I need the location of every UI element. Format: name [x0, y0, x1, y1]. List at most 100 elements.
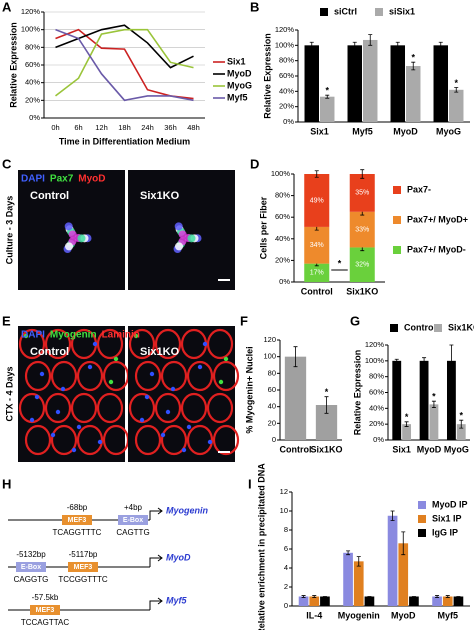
fiber-outline — [44, 392, 72, 424]
significance: * — [411, 53, 415, 63]
x-tick-label: MyoD — [417, 444, 442, 454]
y-tick-label: 2 — [284, 582, 288, 591]
nucleus — [218, 379, 224, 385]
x-tick-label: MyoG — [436, 126, 461, 136]
y-tick-label: 20% — [25, 95, 40, 104]
nucleus — [50, 432, 56, 438]
y-tick-label: 100% — [275, 40, 295, 49]
error-bar — [309, 41, 314, 49]
fiber-outline — [134, 424, 162, 456]
fiber-outline — [160, 424, 188, 456]
bar — [442, 596, 453, 606]
x-tick-label: Six1KO — [310, 444, 342, 454]
x-tick-label: 12h — [95, 123, 108, 132]
error-bar — [312, 595, 317, 598]
tile-label: Six1KO — [140, 346, 180, 358]
bar — [298, 596, 309, 606]
legend-label: MyoG — [227, 80, 252, 90]
y-tick-label: 80% — [275, 191, 290, 200]
nucleus — [149, 371, 155, 377]
x-tick-label: Myf5 — [437, 610, 458, 620]
tss-arrow — [149, 507, 163, 520]
bar — [320, 596, 330, 606]
legend-label: Control — [404, 322, 436, 332]
bar — [432, 596, 442, 606]
y-tick-label: 10 — [280, 506, 288, 515]
error-bar — [360, 169, 365, 179]
bar-segment — [304, 174, 330, 227]
bar — [456, 424, 466, 440]
nucleus — [174, 222, 183, 231]
y-axis-label: Relative enrichment in precipitated DNA — [256, 463, 266, 630]
y-tick-label: 12 — [280, 487, 288, 496]
fiber-outline — [128, 328, 156, 360]
gene-name: Myf5 — [166, 595, 187, 605]
stain-label: Pax7 — [50, 174, 74, 185]
y-tick-label: 60% — [279, 71, 294, 80]
panel-letter: B — [250, 0, 259, 14]
y-tick-label: 120 — [263, 335, 276, 344]
nucleus — [60, 386, 66, 392]
y-tick-label: 80% — [369, 372, 384, 381]
y-tick-label: 20 — [268, 418, 276, 427]
panel-letter: G — [350, 313, 360, 328]
binding-site — [68, 562, 98, 572]
error-bar — [401, 531, 406, 556]
error-bar — [411, 61, 416, 71]
error-bar — [356, 556, 361, 567]
y-axis-label: Cells per Fiber — [258, 196, 268, 259]
tss-arrow — [149, 597, 163, 610]
fiber-outline — [186, 424, 214, 456]
fiber-outline — [24, 424, 52, 456]
site-sequence: CAGGTG — [14, 575, 49, 584]
x-tick-label: 24h — [141, 123, 154, 132]
bar — [387, 515, 398, 606]
nucleus — [77, 234, 86, 243]
legend-swatch — [375, 8, 383, 16]
bar — [409, 596, 419, 606]
error-bar — [404, 421, 409, 427]
bar-segment — [349, 247, 375, 282]
legend-swatch — [320, 8, 328, 16]
error-bar — [431, 400, 436, 408]
x-tick-label: 6h — [74, 123, 82, 132]
fiber-outline — [50, 424, 78, 456]
nucleus — [175, 242, 184, 251]
panel-letter: C — [2, 156, 12, 171]
nucleus — [139, 417, 145, 423]
fiber-outline — [76, 424, 104, 456]
bar — [433, 45, 448, 123]
legend-label: Pax7+/ MyoD+ — [407, 214, 468, 224]
bar — [446, 360, 456, 440]
nucleus — [170, 386, 176, 392]
nucleus — [186, 424, 192, 430]
fiber-outline — [154, 392, 182, 424]
bar — [390, 45, 405, 123]
fiber-outline — [70, 392, 98, 424]
nucleus — [76, 424, 82, 430]
site-sequence: TCCGGTTTC — [58, 575, 108, 584]
y-tick-label: 40% — [275, 234, 290, 243]
error-bar — [352, 41, 357, 49]
legend-label: MyoD — [227, 68, 252, 78]
site-position: -57.5kb — [32, 593, 59, 602]
error-bar — [314, 170, 319, 178]
side-label: CTX - 4 Days — [4, 366, 14, 421]
fiber-outline — [206, 328, 234, 360]
y-tick-label: 0 — [272, 435, 276, 444]
site-type: MEF3 — [68, 517, 87, 524]
error-bar — [293, 346, 298, 368]
stain-label: Myogenin — [50, 330, 97, 341]
binding-site — [16, 562, 46, 572]
value-label: 49% — [310, 197, 324, 204]
x-axis-label: Time in Differentiation Medium — [59, 136, 190, 146]
stain-label: Laminin — [102, 330, 140, 341]
nucleus — [202, 341, 208, 347]
value-label: 34% — [310, 242, 324, 249]
x-tick-label: MyoG — [444, 444, 469, 454]
site-position: -68bp — [67, 503, 88, 512]
panel-letter: D — [250, 156, 259, 171]
y-tick-label: 0% — [373, 435, 384, 444]
significance: * — [325, 86, 329, 96]
